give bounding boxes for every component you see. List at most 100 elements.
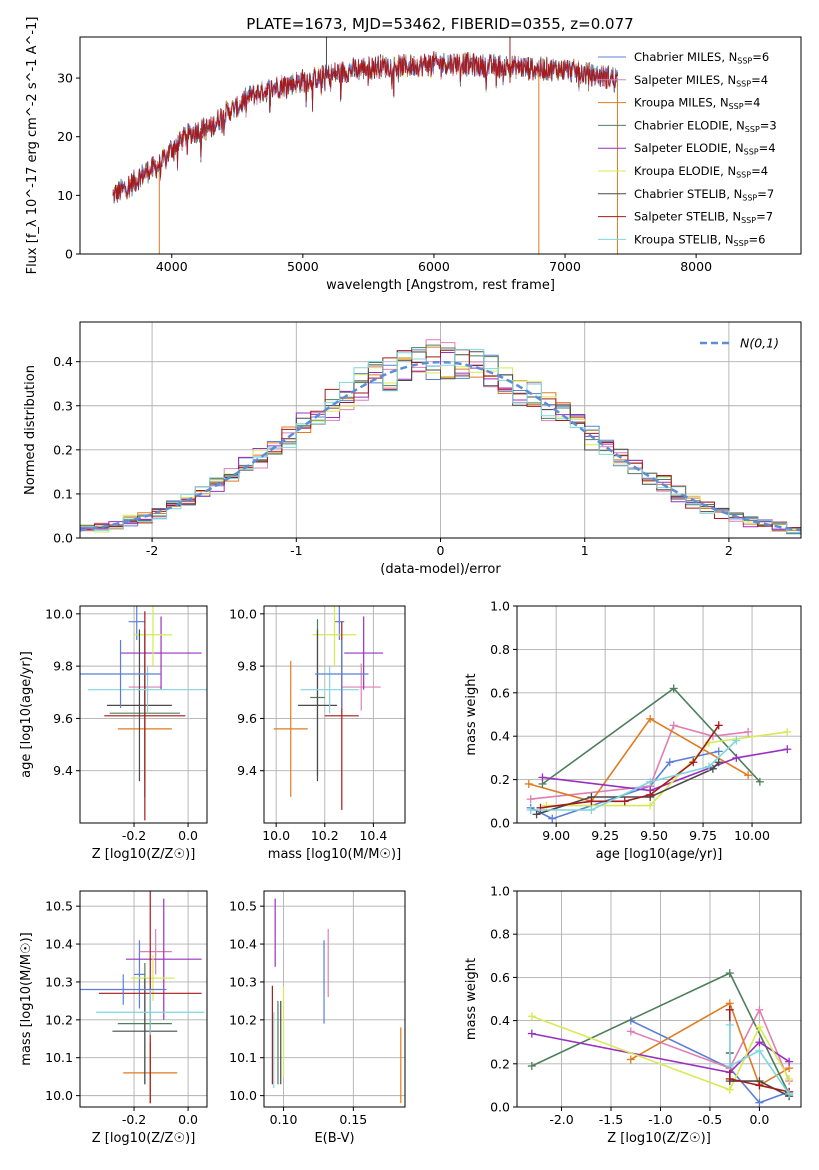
x-tick-label: -2 bbox=[146, 543, 158, 558]
plot-area bbox=[527, 969, 794, 1107]
axes-frame bbox=[263, 890, 406, 1108]
legend-count: =6 bbox=[749, 232, 766, 246]
y-tick-label: 10.5 bbox=[229, 899, 257, 914]
x-tick-label: 8000 bbox=[680, 259, 712, 274]
y-tick-label: 10.4 bbox=[229, 937, 257, 952]
legend-count: =4 bbox=[751, 164, 768, 178]
legend-label: Chabrier ELODIE, N bbox=[634, 118, 745, 132]
age-vs-metallicity-panel: -0.2 0.0 9.4 9.6 9.8 10.0 Z [log10(Z/Z☉)] age [… bbox=[19, 605, 208, 862]
y-axis-label: age [log10(age/yr)] bbox=[19, 651, 34, 778]
legend-label: Kroupa ELODIE, N bbox=[634, 164, 736, 178]
x-tick-label: 0.0 bbox=[178, 1112, 198, 1127]
plot-area bbox=[271, 898, 402, 1104]
y-tick-label: 20 bbox=[57, 129, 73, 144]
legend-subscript: SSP bbox=[737, 57, 752, 66]
x-axis-label: wavelength [Angstrom, rest frame] bbox=[326, 278, 555, 293]
age-vs-mass-panel: 10.0 10.2 10.4 9.4 9.6 9.8 10.0 mass [log10(M/M… bbox=[229, 605, 406, 862]
y-axis-label: mass weight bbox=[464, 958, 479, 1040]
x-axis-label: Z [log10(Z/Z☉)] bbox=[607, 1131, 711, 1146]
legend-subscript: SSP bbox=[744, 148, 759, 157]
y-tick-label: 9.6 bbox=[53, 711, 73, 726]
y-tick-label: 0.4 bbox=[490, 1013, 510, 1028]
weight-line bbox=[630, 1007, 790, 1082]
y-tick-label: 10.1 bbox=[229, 1050, 257, 1065]
x-axis-label: E(B-V) bbox=[314, 1131, 354, 1146]
mass-weight-vs-metallicity-panel: -2.0 -1.5 -1.0 -0.5 0.0 0.0 0.2 0.4 0.6 0.8 1.0 Z [… bbox=[464, 884, 802, 1146]
figure-title: PLATE=1673, MJD=53462, FIBERID=0355, z=0… bbox=[246, 15, 633, 33]
legend-count: =4 bbox=[744, 96, 761, 110]
legend-entry: Chabrier MILES, NSSP=6 bbox=[634, 50, 769, 66]
x-tick-label: 2 bbox=[725, 543, 733, 558]
x-tick-label: 6000 bbox=[418, 259, 450, 274]
x-axis-label: mass [log10(M/M☉)] bbox=[268, 847, 401, 862]
legend-label: Salpeter STELIB, N bbox=[634, 210, 741, 224]
axes-frame bbox=[79, 890, 208, 1108]
legend-subscript: SSP bbox=[742, 193, 757, 202]
x-tick-label: 0.0 bbox=[178, 828, 198, 843]
x-tick-label: -1.0 bbox=[648, 1112, 672, 1127]
x-axis-label: Z [log10(Z/Z☉)] bbox=[92, 1131, 196, 1146]
x-tick-label: 9.75 bbox=[689, 828, 717, 843]
axes-frame bbox=[79, 36, 802, 255]
y-tick-label: 9.6 bbox=[237, 711, 257, 726]
x-tick-label: 10.00 bbox=[734, 828, 770, 843]
x-tick-label: 1 bbox=[581, 543, 589, 558]
legend-label: Salpeter MILES, N bbox=[634, 73, 736, 87]
legend-count: =6 bbox=[752, 50, 769, 64]
y-tick-label: 10.4 bbox=[45, 937, 73, 952]
x-tick-label: 9.50 bbox=[640, 828, 668, 843]
y-tick-label: 0.8 bbox=[490, 642, 510, 657]
x-tick-label: 10.4 bbox=[359, 828, 387, 843]
axes-frame bbox=[516, 890, 802, 1108]
y-axis-label: Normed distribution bbox=[23, 365, 38, 495]
legend-label: Chabrier STELIB, N bbox=[634, 187, 742, 201]
axes-frame bbox=[79, 605, 208, 824]
y-tick-label: 9.4 bbox=[237, 763, 257, 778]
legend-label: Kroupa STELIB, N bbox=[634, 232, 734, 246]
legend-subscript: SSP bbox=[734, 239, 749, 248]
histogram-step bbox=[80, 348, 801, 533]
legend-subscript: SSP bbox=[741, 216, 756, 225]
y-tick-label: 1.0 bbox=[490, 884, 510, 899]
legend-count: =4 bbox=[751, 73, 768, 87]
x-tick-label: -0.5 bbox=[698, 1112, 722, 1127]
y-tick-label: 0.2 bbox=[53, 442, 73, 457]
y-tick-label: 1.0 bbox=[490, 599, 510, 614]
plot-area bbox=[80, 891, 205, 1104]
x-tick-label: 0.0 bbox=[749, 1112, 769, 1127]
y-tick-label: 0.6 bbox=[490, 970, 510, 985]
y-tick-label: 10.0 bbox=[45, 1088, 73, 1103]
mass-vs-metallicity-panel: -0.2 0.0 10.0 10.1 10.2 10.3 10.4 10.5 Z [log10(… bbox=[19, 890, 208, 1146]
y-axis-label: mass [log10(M/M☉)] bbox=[19, 932, 34, 1065]
x-tick-label: 9.00 bbox=[542, 828, 570, 843]
plot-area bbox=[112, 37, 618, 254]
plot-area bbox=[80, 339, 801, 535]
y-tick-label: 10.3 bbox=[45, 974, 73, 989]
y-tick-label: 10.2 bbox=[229, 1012, 257, 1027]
x-tick-label: 10.2 bbox=[311, 828, 339, 843]
x-tick-label: 10.0 bbox=[262, 828, 290, 843]
axes-frame bbox=[263, 605, 406, 824]
mass-weight-vs-age-panel: 9.00 9.25 9.50 9.75 10.00 0.0 0.2 0.4 0.6 0.8 1.0 a… bbox=[464, 599, 802, 862]
y-tick-label: 0.2 bbox=[490, 772, 510, 787]
weight-line bbox=[630, 1002, 790, 1087]
x-tick-label: 4000 bbox=[156, 259, 188, 274]
legend-entry: Chabrier STELIB, NSSP=7 bbox=[634, 187, 774, 203]
legend-subscript: SSP bbox=[745, 125, 760, 134]
y-tick-label: 10.0 bbox=[229, 606, 257, 621]
y-tick-label: 10.3 bbox=[229, 974, 257, 989]
histogram-step bbox=[80, 349, 801, 530]
x-tick-label: 9.25 bbox=[591, 828, 619, 843]
weight-line bbox=[540, 724, 720, 809]
plot-area bbox=[273, 606, 384, 810]
y-tick-label: 0.2 bbox=[490, 1056, 510, 1071]
y-tick-label: 0.6 bbox=[490, 685, 510, 700]
weight-line bbox=[728, 1024, 790, 1095]
legend-count: =7 bbox=[756, 210, 773, 224]
legend-entry: Salpeter STELIB, NSSP=7 bbox=[634, 210, 773, 226]
y-tick-label: 10 bbox=[57, 188, 73, 203]
x-tick-label: -1.5 bbox=[599, 1112, 623, 1127]
legend-label: Kroupa MILES, N bbox=[634, 96, 729, 110]
legend-count: =3 bbox=[760, 118, 777, 132]
